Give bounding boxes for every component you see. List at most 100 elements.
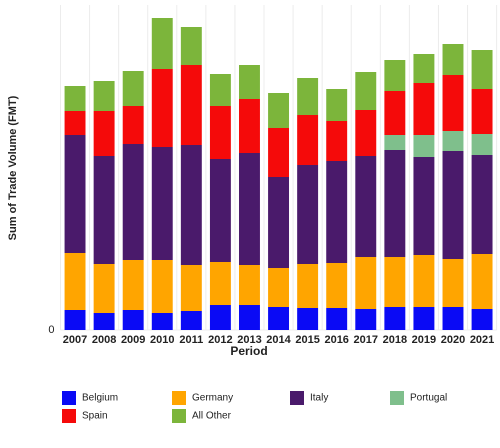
bar-segment <box>180 145 202 265</box>
bar-segment <box>384 257 406 307</box>
bar-segment <box>326 308 348 330</box>
bar-segment <box>268 128 290 177</box>
bar-segment <box>326 263 348 308</box>
legend-swatch <box>290 391 304 405</box>
bar-segment <box>442 75 464 131</box>
bar-segment <box>297 165 319 264</box>
bar-segment <box>268 177 290 268</box>
bar-segment <box>355 72 377 110</box>
bar-segment <box>384 60 406 91</box>
bar-segment <box>64 135 86 253</box>
bar-segment <box>239 65 260 99</box>
bar-segment <box>209 159 231 262</box>
bar-segment <box>64 310 86 330</box>
bar-segment <box>209 106 231 159</box>
bar-segment <box>209 74 231 106</box>
bar-segment <box>122 71 144 106</box>
bar-segment <box>471 309 493 330</box>
bar-segment <box>209 262 231 305</box>
bar-segment <box>239 153 260 265</box>
x-tick-label: 2018 <box>383 334 407 346</box>
bar-segment <box>413 54 435 83</box>
bar-segment <box>413 135 435 157</box>
bar-segment <box>151 69 173 147</box>
bar-segment <box>442 151 464 259</box>
x-axis-label: Period <box>230 344 267 358</box>
y-tick-label: 0 <box>48 324 54 336</box>
bar-segment <box>384 307 406 330</box>
x-tick-label: 2020 <box>441 334 465 346</box>
x-tick-label: 2012 <box>208 334 232 346</box>
bar-segment <box>268 268 290 307</box>
bar-segment <box>122 144 144 260</box>
bar-segment <box>180 311 202 330</box>
bar-segment <box>239 265 260 305</box>
bar-segment <box>442 307 464 330</box>
x-tick-label: 2013 <box>237 334 261 346</box>
legend-label: Spain <box>82 411 108 422</box>
bar-segment <box>355 257 377 309</box>
bar-segment <box>64 111 86 135</box>
bar-segment <box>355 309 377 330</box>
x-tick-label: 2021 <box>470 334 494 346</box>
legend-label: Italy <box>310 393 328 404</box>
bar-segment <box>326 89 348 121</box>
bar-segment <box>122 260 144 310</box>
legend-label: Portugal <box>410 393 447 404</box>
bar-segment <box>413 307 435 330</box>
x-tick-label: 2010 <box>150 334 174 346</box>
bar-segment <box>209 305 231 330</box>
bar-segment <box>180 65 202 145</box>
bar-segment <box>151 18 173 69</box>
bar-segment <box>268 307 290 330</box>
bar-segment <box>326 121 348 161</box>
bar-segment <box>297 264 319 308</box>
x-tick-label: 2017 <box>354 334 378 346</box>
bar-segment <box>93 81 115 111</box>
bar-segment <box>297 308 319 330</box>
bar-segment <box>239 99 260 153</box>
bar-segment <box>442 259 464 307</box>
bar-segment <box>180 27 202 65</box>
x-tick-label: 2016 <box>324 334 348 346</box>
x-tick-label: 2019 <box>412 334 436 346</box>
legend-swatch <box>62 409 76 423</box>
bar-segment <box>355 156 377 257</box>
bar-segment <box>64 253 86 310</box>
x-tick-label: 2007 <box>63 334 87 346</box>
bar-segment <box>442 131 464 151</box>
bar-segment <box>239 305 260 330</box>
bar-segment <box>471 50 493 89</box>
x-tick-label: 2009 <box>121 334 145 346</box>
bar-segment <box>442 44 464 75</box>
bar-segment <box>297 78 319 115</box>
bar-segment <box>355 110 377 156</box>
bar-segment <box>384 91 406 135</box>
bar-segment <box>268 93 290 128</box>
x-tick-label: 2008 <box>92 334 116 346</box>
bar-segment <box>471 254 493 309</box>
bar-segment <box>471 89 493 134</box>
x-tick-label: 2015 <box>295 334 319 346</box>
bar-segment <box>180 265 202 311</box>
bar-segment <box>413 255 435 307</box>
bar-segment <box>384 135 406 150</box>
bar-segment <box>93 111 115 156</box>
bar-segment <box>151 147 173 260</box>
legend-swatch <box>172 391 186 405</box>
bar-segment <box>151 313 173 330</box>
bar-segment <box>122 106 144 144</box>
bar-segment <box>297 115 319 165</box>
bar-segment <box>151 260 173 313</box>
legend-swatch <box>172 409 186 423</box>
legend-swatch <box>62 391 76 405</box>
legend-swatch <box>390 391 404 405</box>
bar-segment <box>384 150 406 257</box>
bar-segment <box>413 157 435 255</box>
bar-segment <box>122 310 144 330</box>
bar-segment <box>326 161 348 263</box>
bar-segment <box>471 134 493 155</box>
legend-label: Germany <box>192 393 233 404</box>
bar-segment <box>471 155 493 254</box>
